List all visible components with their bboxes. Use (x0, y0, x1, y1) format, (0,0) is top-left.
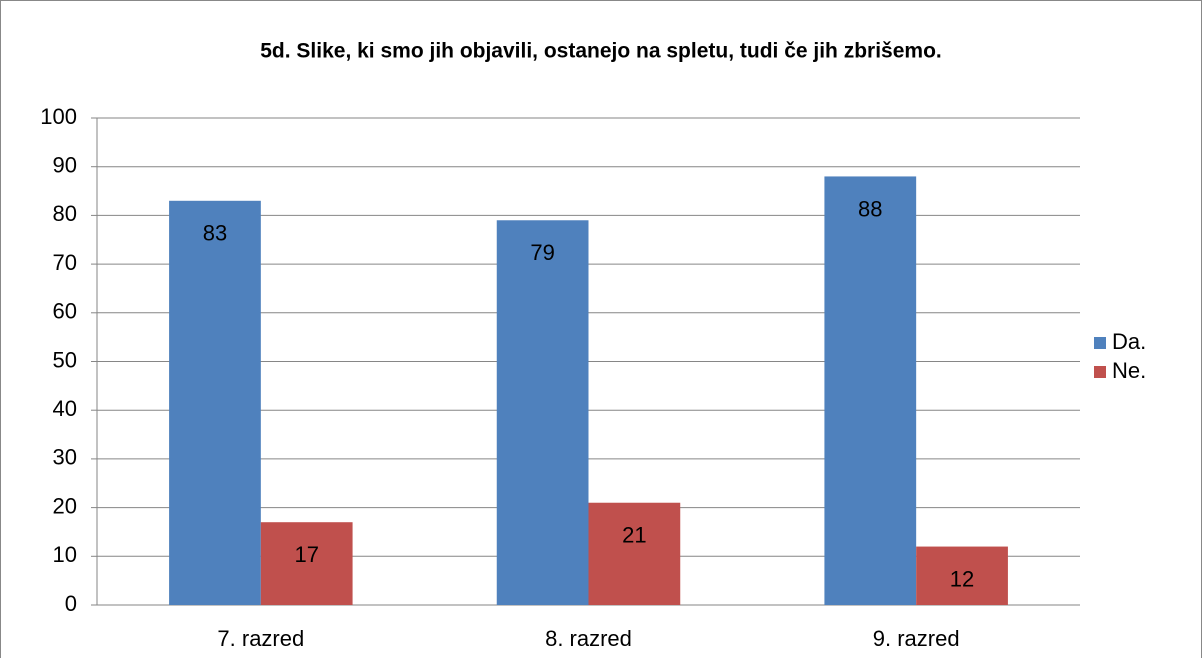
y-tick-label: 30 (53, 445, 77, 470)
y-tick-label: 90 (53, 153, 77, 178)
bar (260, 522, 353, 605)
y-tick-label: 60 (53, 299, 77, 324)
legend-swatch (1094, 366, 1106, 378)
y-tick-label: 20 (53, 493, 77, 518)
data-label: 17 (294, 542, 318, 567)
y-tick-label: 50 (53, 347, 77, 372)
y-tick-label: 80 (53, 201, 77, 226)
x-tick-label: 9. razred (873, 626, 960, 651)
data-label: 79 (530, 240, 554, 265)
x-tick-label: 8. razred (545, 626, 632, 651)
data-label: 88 (858, 196, 882, 221)
y-tick-label: 10 (53, 542, 77, 567)
legend-label: Ne. (1112, 358, 1146, 383)
bar (588, 502, 681, 605)
data-label: 83 (203, 221, 227, 246)
data-label: 21 (622, 523, 646, 548)
y-tick-label: 0 (65, 591, 77, 616)
chart-title: 5d. Slike, ki smo jih objavili, ostanejo… (260, 40, 942, 63)
bar (169, 200, 261, 606)
y-tick-label: 100 (40, 104, 77, 129)
legend-swatch (1094, 337, 1106, 349)
bar (916, 546, 1008, 605)
y-tick-label: 40 (53, 396, 77, 421)
x-tick-label: 7. razred (217, 626, 304, 651)
bar (824, 176, 917, 605)
data-label: 12 (950, 566, 974, 591)
bar (496, 220, 589, 605)
y-tick-label: 70 (53, 250, 77, 275)
legend-label: Da. (1112, 329, 1146, 354)
